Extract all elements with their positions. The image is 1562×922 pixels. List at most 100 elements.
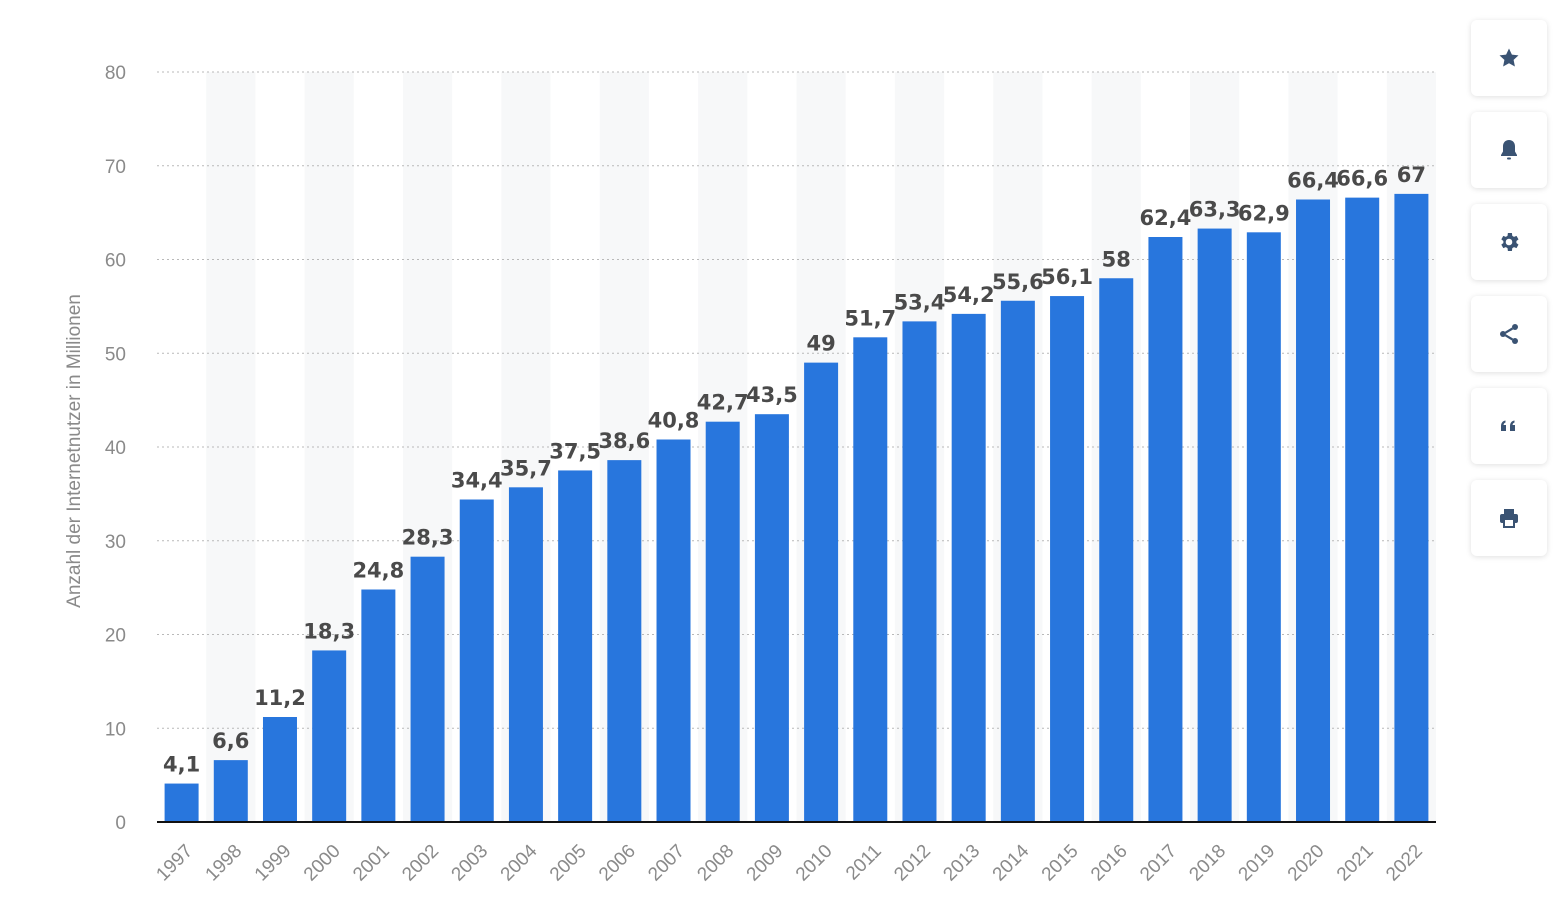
y-axis-ticks: 0 10 20 30 40 50 60 70 80 (105, 63, 126, 834)
data-label: 42,7 (697, 391, 749, 415)
data-label: 37,5 (549, 439, 601, 463)
bar (804, 362, 839, 822)
y-tick-label: 10 (105, 719, 126, 740)
bar (705, 421, 740, 822)
settings-button[interactable] (1471, 204, 1547, 280)
bar (1246, 232, 1281, 822)
x-tick-label: 2021 (1333, 841, 1378, 886)
x-tick-label: 2002 (398, 841, 443, 886)
x-tick-label: 2019 (1235, 841, 1280, 886)
data-label: 18,3 (303, 619, 355, 643)
data-label: 62,9 (1238, 201, 1290, 225)
x-tick-label: 2010 (792, 841, 837, 886)
y-tick-label: 0 (115, 813, 126, 834)
y-tick-label: 70 (105, 157, 126, 178)
bar (459, 499, 494, 822)
bar (164, 783, 199, 822)
bar (1148, 237, 1183, 822)
x-tick-label: 2022 (1382, 841, 1427, 886)
x-tick-label: 2007 (644, 841, 689, 886)
x-tick-label: 2008 (694, 841, 739, 886)
bar (1296, 199, 1331, 822)
bar (1050, 296, 1085, 822)
x-tick-label: 2001 (349, 841, 394, 886)
x-tick-label: 2011 (842, 841, 886, 885)
data-label: 53,4 (894, 290, 946, 314)
bar (508, 487, 543, 822)
data-label: 43,5 (746, 383, 798, 407)
data-label: 55,6 (992, 270, 1044, 294)
data-label: 28,3 (402, 526, 454, 550)
x-axis-ticks: 1997 1998 1999 2000 2001 2002 2003 2004 2005 2006… (152, 840, 1427, 885)
star-icon (1499, 48, 1519, 67)
bar (902, 321, 937, 822)
bar (312, 650, 347, 822)
bars (164, 193, 1429, 822)
data-label: 62,4 (1140, 206, 1192, 230)
data-label: 38,6 (598, 429, 650, 453)
bar (361, 589, 396, 822)
x-tick-label: 1999 (251, 841, 296, 886)
data-label: 35,7 (500, 456, 552, 480)
y-tick-label: 80 (105, 63, 126, 84)
data-label: 40,8 (648, 409, 700, 433)
data-label: 34,4 (451, 469, 503, 493)
bar (754, 414, 789, 822)
x-tick-label: 2013 (939, 841, 984, 886)
data-label: 24,8 (352, 559, 404, 583)
x-tick-label: 2009 (743, 841, 788, 886)
data-label: 54,2 (943, 283, 995, 307)
bar (1099, 278, 1134, 822)
quote-icon (1501, 420, 1515, 431)
bell-icon (1501, 140, 1517, 160)
print-button[interactable] (1471, 480, 1547, 556)
x-tick-label: 2018 (1185, 841, 1230, 886)
bar (1345, 197, 1380, 822)
toolbar (1471, 20, 1547, 572)
bar-chart: 0 10 20 30 40 50 60 70 80 4,1 6,611,2 18,3 24,8 28,3… (64, 63, 1436, 885)
notification-button[interactable] (1471, 112, 1547, 188)
share-button[interactable] (1471, 296, 1547, 372)
bar (656, 439, 691, 822)
x-tick-label: 1997 (152, 841, 197, 886)
bar (558, 470, 593, 822)
x-tick-label: 2005 (546, 841, 591, 886)
x-tick-label: 2004 (497, 840, 542, 885)
data-label: 58 (1102, 247, 1131, 271)
gear-icon (1501, 233, 1519, 251)
data-label: 11,2 (254, 686, 306, 710)
x-tick-label: 2016 (1087, 841, 1132, 886)
x-tick-label: 2006 (595, 841, 640, 886)
cite-button[interactable] (1471, 388, 1547, 464)
bar (1000, 300, 1035, 822)
x-tick-label: 1998 (202, 841, 247, 886)
data-label: 63,3 (1189, 198, 1241, 222)
x-tick-label: 2012 (890, 841, 935, 886)
data-labels: 4,1 6,611,2 18,3 24,8 28,3 34,435,737,538,640… (163, 163, 1426, 777)
x-tick-label: 2003 (448, 841, 493, 886)
bar (213, 760, 248, 822)
share-icon (1500, 324, 1518, 344)
bar (951, 313, 986, 822)
data-label: 67 (1397, 163, 1426, 187)
y-tick-label: 30 (105, 532, 126, 553)
data-label: 51,7 (844, 306, 896, 330)
bar (1197, 228, 1232, 822)
y-tick-label: 40 (105, 438, 126, 459)
y-tick-label: 50 (105, 344, 126, 365)
bar (1394, 193, 1429, 822)
y-axis-label: Anzahl der Internetnutzer in Millionen (64, 294, 85, 608)
x-tick-label: 2017 (1136, 841, 1181, 886)
data-label: 56,1 (1041, 265, 1093, 289)
x-tick-label: 2020 (1284, 841, 1329, 886)
bar (262, 717, 297, 822)
x-tick-label: 2014 (989, 840, 1034, 885)
bar (607, 460, 642, 822)
bar (853, 337, 888, 822)
data-label: 66,6 (1336, 167, 1388, 191)
data-label: 49 (806, 332, 835, 356)
favorite-button[interactable] (1471, 20, 1547, 96)
data-label: 66,4 (1287, 169, 1339, 193)
x-tick-label: 2000 (300, 841, 345, 886)
printer-icon (1500, 509, 1518, 528)
